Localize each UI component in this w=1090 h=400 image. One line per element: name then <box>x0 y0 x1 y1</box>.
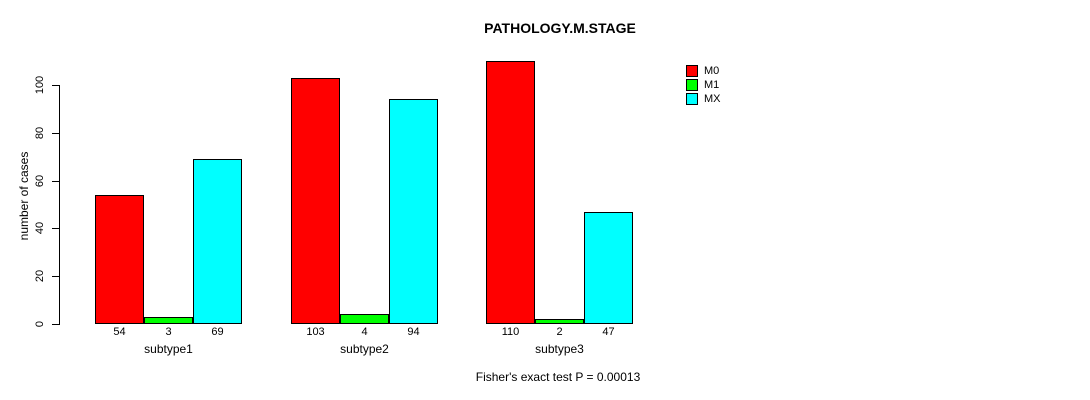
bar-MX-subtype1 <box>193 159 242 324</box>
legend-label: MX <box>704 93 721 105</box>
y-axis-label: number of cases <box>17 151 31 241</box>
legend-swatch-M0 <box>686 65 698 77</box>
legend-item-M0: M0 <box>686 64 721 78</box>
legend-label: M0 <box>704 65 720 77</box>
y-axis-tick <box>52 228 60 230</box>
bar-M0-subtype2 <box>291 78 340 324</box>
category-label: subtype3 <box>535 342 584 356</box>
y-tick-label: 0 <box>34 320 46 328</box>
bar-M0-subtype1 <box>95 195 144 324</box>
bar-MX-subtype2 <box>389 99 438 324</box>
bar-value-label: 69 <box>211 326 224 338</box>
legend-item-M1: M1 <box>686 78 721 92</box>
annotation-text: Fisher's exact test P = 0.00013 <box>475 370 641 384</box>
y-tick-label: 40 <box>34 222 46 235</box>
bar-value-label: 3 <box>165 326 172 338</box>
category-label: subtype1 <box>144 342 193 356</box>
bar-value-label: 47 <box>602 326 615 338</box>
legend: M0 M1 MX <box>686 64 721 106</box>
bar-value-label: 94 <box>407 326 420 338</box>
y-tick-label: 80 <box>34 126 46 139</box>
y-axis-line <box>59 85 60 325</box>
y-axis-tick <box>52 132 60 134</box>
legend-swatch-M1 <box>686 79 698 91</box>
legend-swatch-MX <box>686 93 698 105</box>
y-tick-label: 100 <box>34 75 46 95</box>
y-axis-tick <box>52 85 60 86</box>
bar-value-label: 4 <box>361 326 368 338</box>
bar-value-label: 110 <box>501 326 520 338</box>
bar-M0-subtype3 <box>486 61 535 324</box>
bar-value-label: 54 <box>113 326 126 338</box>
bar-MX-subtype3 <box>584 212 633 324</box>
y-axis-tick <box>52 324 60 325</box>
y-axis-tick <box>52 276 60 278</box>
bar-value-label: 2 <box>556 326 563 338</box>
y-tick-label: 20 <box>34 270 46 283</box>
bar-value-label: 103 <box>306 326 325 338</box>
bar-M1-subtype3 <box>535 319 584 324</box>
y-axis-tick <box>52 180 60 182</box>
chart-title: PATHOLOGY.M.STAGE <box>484 20 636 36</box>
category-label: subtype2 <box>340 342 389 356</box>
legend-item-MX: MX <box>686 92 721 106</box>
bar-M1-subtype2 <box>340 314 389 324</box>
bar-M1-subtype1 <box>144 317 193 324</box>
y-tick-label: 60 <box>34 174 46 187</box>
legend-label: M1 <box>704 79 720 91</box>
